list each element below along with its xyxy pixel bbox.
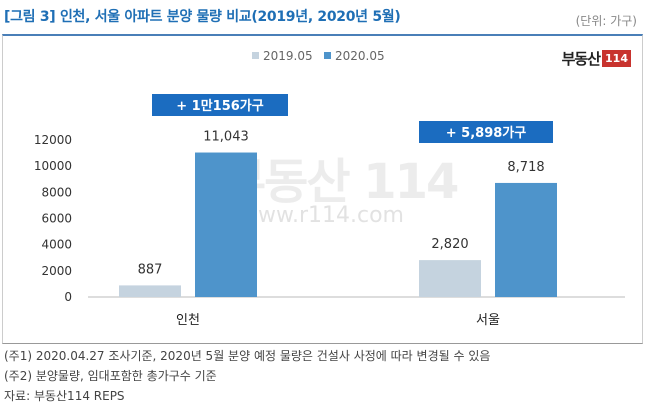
watermark-logo: 부동산 114 [222,154,459,210]
bar-chart: 0 2000 4000 6000 8000 10000 12000 2019.05 2020.0… [34,49,625,328]
diff-badge-0 [152,94,288,116]
source-note: 자료: 부동산114 REPS [4,389,125,403]
y-tick-label-3: 6000 [41,212,72,226]
footnote-2: (주2) 분양물량, 임대포함한 총가구수 기준 [4,369,217,383]
watermark-url: www.r114.com [240,203,404,228]
unit-label: (단위: 가구) [575,14,637,28]
data-label-0-0: 887 [138,262,163,277]
y-tick-label-6: 12000 [34,133,72,147]
category-label-1: 서울 [476,313,500,328]
category-label-0: 인천 [176,313,200,328]
chart-panel [2,34,643,344]
data-label-1-1: 8,718 [507,160,544,175]
diff-badge-label-0: + 1만156가구 [176,98,264,114]
footnotes: (주1) 2020.04.27 조사기준, 2020년 5월 분양 예정 물량은… [4,346,490,406]
diff-badge-label-1: + 5,898가구 [446,126,526,141]
y-tick-label-1: 2000 [41,264,72,278]
diff-badge-1 [419,121,553,143]
legend-label-0: 2019.05 [263,49,313,63]
legend-swatch-0 [252,52,259,59]
legend-swatch-1 [324,52,331,59]
data-label-0-1: 11,043 [203,130,249,145]
y-tick-label-5: 10000 [34,159,72,173]
bar-0-0 [119,285,181,297]
bar-0-1 [195,152,257,297]
y-tick-label-2: 4000 [41,238,72,252]
brand-logo-text: 부동산 [561,50,601,68]
chart-title: [그림 3] 인천, 서울 아파트 분양 물량 비교(2019년, 2020년 … [4,9,401,25]
footnote-1: (주1) 2020.04.27 조사기준, 2020년 5월 분양 예정 물량은… [4,349,491,363]
y-tick-label-4: 8000 [41,185,72,199]
bar-1-1 [495,182,557,297]
data-label-1-0: 2,820 [431,237,468,252]
y-tick-label-0: 0 [64,290,72,304]
bar-1-0 [419,260,481,297]
brand-logo: 부동산 114 [562,48,631,69]
brand-logo-number: 114 [602,50,631,67]
legend-label-1: 2020.05 [335,49,385,63]
